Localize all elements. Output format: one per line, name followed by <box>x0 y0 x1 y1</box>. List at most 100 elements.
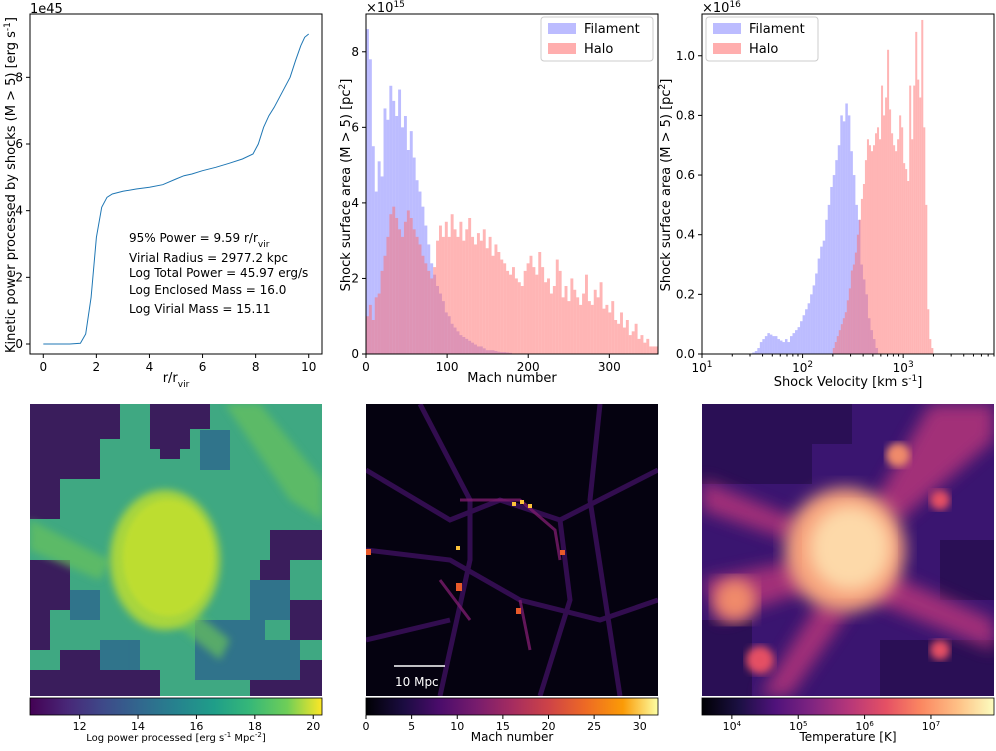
halo-velocity-bar <box>913 85 916 354</box>
mach-xlabel: Mach number <box>467 371 557 386</box>
velocity-ytick-label: 1.0 <box>676 49 695 63</box>
log-power-colorbar-label: Log power processed [erg s-1 Mpc-2] <box>86 731 266 744</box>
filament-velocity-bar <box>772 336 775 354</box>
halo-mach-bar <box>380 270 384 354</box>
filament-velocity-bar <box>832 175 836 354</box>
filament-velocity-bar <box>795 330 798 354</box>
halo-velocity-bar <box>858 219 861 354</box>
velocity-histogram-panel: ×1016 101 102 103 0.0 0.2 0.4 0.6 0.8 1.0 Shock … <box>658 0 995 390</box>
annotation-box: 95% Power = 9.59 r/rvir Virial Radius = … <box>129 231 308 316</box>
halo-mach-bar <box>587 301 591 354</box>
line-xtick-label: 0 <box>39 360 47 374</box>
halo-mach-bar <box>514 278 518 354</box>
halo-velocity-bar <box>907 181 910 354</box>
halo-velocity-bar <box>925 204 928 354</box>
mach-ytick-label: 2 <box>351 271 359 285</box>
mach-histogram-panel: ×1015 0 100 200 300 0 2 4 6 8 Mach number Shock … <box>338 0 659 386</box>
mach-plot-frame <box>365 13 659 355</box>
halo-velocity-bar <box>875 133 878 354</box>
velocity-xtick-label: 103 <box>893 360 914 375</box>
log-power-colorbar <box>29 697 323 716</box>
halo-mach-bar <box>406 210 410 354</box>
line-xtick-label: 10 <box>301 360 316 374</box>
halo-mach-bar <box>655 346 658 354</box>
colorbar-tick-label: 107 <box>922 720 940 733</box>
halo-mach-bar <box>608 312 612 354</box>
halo-velocity-bar <box>889 109 892 354</box>
halo-mach-bar <box>625 320 629 354</box>
halo-velocity-bar <box>915 31 918 354</box>
filament-velocity-bar <box>830 186 833 354</box>
mach-ylabel: Shock surface area (M > 5) [pc2] <box>338 79 354 292</box>
mach-ytick-label: 0 <box>351 347 359 361</box>
line-ytick-label: 8 <box>15 70 23 84</box>
halo-mach-bar <box>637 338 641 354</box>
halo-mach-bar <box>535 274 539 354</box>
halo-mach-bar <box>424 263 428 354</box>
halo-mach-bar <box>386 236 390 354</box>
halo-mach-bar <box>453 229 457 354</box>
halo-velocity-bar <box>909 85 912 354</box>
halo-velocity-bar <box>885 97 888 354</box>
halo-velocity-bar <box>895 151 898 354</box>
halo-mach-bar <box>605 304 609 354</box>
halo-velocity-bar <box>887 49 890 354</box>
filament-velocity-bar <box>774 336 778 354</box>
halo-mach-bar <box>401 236 404 354</box>
halo-velocity-bar <box>931 348 934 354</box>
halo-mach-bar <box>646 338 650 354</box>
line-ytick-label: 4 <box>15 204 23 218</box>
velocity-offset-label: ×1016 <box>702 0 741 16</box>
velocity-ytick-label: 0.2 <box>676 287 695 301</box>
halo-velocity-bar <box>870 151 873 354</box>
filament-velocity-bar <box>847 115 851 355</box>
filament-velocity-bar <box>840 115 843 355</box>
mach-xtick-label: 300 <box>598 360 621 374</box>
halo-mach-bar <box>593 289 597 354</box>
filament-mach-bar <box>398 89 402 355</box>
halo-velocity-bar <box>927 309 930 354</box>
halo-mach-bar <box>599 282 603 354</box>
halo-mach-bar <box>439 225 442 354</box>
halo-velocity-bar <box>883 115 886 355</box>
mach-offset-label: ×1015 <box>366 0 405 16</box>
halo-mach-bar <box>555 259 559 354</box>
mach-xtick-label: 100 <box>436 360 459 374</box>
annotation-enclosed-mass: Log Enclosed Mass = 16.0 <box>129 283 286 297</box>
halo-mach-bar <box>506 270 510 354</box>
halo-velocity-bar <box>877 127 880 354</box>
filament-velocity-bar <box>762 339 765 354</box>
halo-velocity-bar <box>848 288 851 354</box>
mach-colorbar-ticks: 0 5 10 15 20 25 30 <box>363 715 647 733</box>
annotation-virial-radius: Virial Radius = 2977.2 kpc <box>129 251 288 265</box>
temperature-map-panel: 104 105 106 107 Temperature [K] <box>701 404 995 744</box>
halo-mach-bar <box>602 308 606 354</box>
halo-mach-bar <box>582 293 585 354</box>
halo-velocity-bar <box>844 312 847 354</box>
filament-velocity-bar <box>835 160 838 354</box>
filament-velocity-bar <box>800 321 803 354</box>
line-xtick-label: 6 <box>199 360 207 374</box>
halo-mach-bar <box>617 323 621 354</box>
halo-mach-bar <box>538 252 542 354</box>
halo-mach-bar <box>377 293 381 354</box>
halo-mach-bar <box>500 259 504 354</box>
mach-legend: Filament Halo <box>540 16 654 62</box>
colorbar-tick-label: 18 <box>248 720 262 733</box>
halo-velocity-bar <box>838 330 841 354</box>
mach-colorbar-label: Mach number <box>471 730 554 744</box>
filament-velocity-bar <box>802 315 806 354</box>
scale-bar-label: 10 Mpc <box>395 675 439 689</box>
velocity-ytick-label: 0.8 <box>676 108 695 122</box>
colorbar-tick-label: 12 <box>73 720 87 733</box>
line-axis-ticks: 0 2 4 6 8 10 0 2 4 6 8 <box>15 70 316 374</box>
filament-velocity-bar <box>815 273 818 354</box>
filament-velocity-bar <box>757 348 760 354</box>
line-plot-frame <box>29 13 323 355</box>
filament-velocity-bar <box>850 151 853 354</box>
line-xtick-label: 8 <box>252 360 260 374</box>
mach-axis-ticks: 0 100 200 300 0 2 4 6 8 <box>351 45 620 374</box>
filament-velocity-bar <box>837 145 841 354</box>
velocity-legend-halo-label: Halo <box>749 42 778 57</box>
halo-mach-bar <box>544 282 548 354</box>
